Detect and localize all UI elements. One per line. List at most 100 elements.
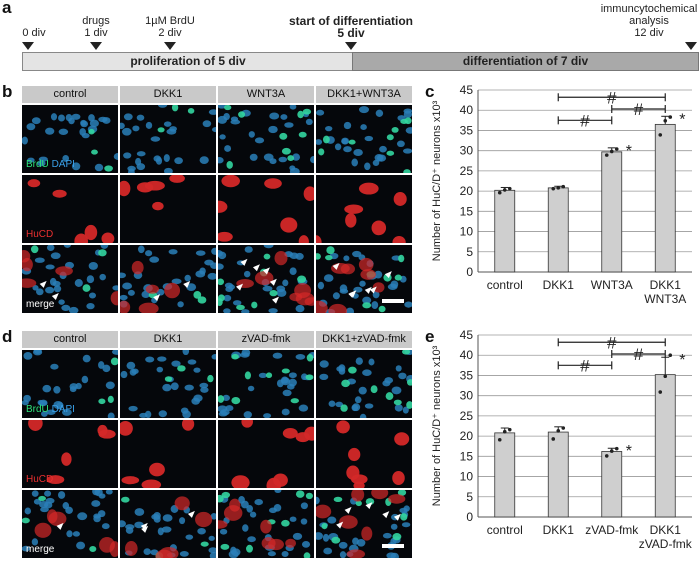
micrograph-hucd: HuCD: [22, 420, 118, 488]
micrograph-hucd: HuCD: [22, 175, 118, 243]
arrowhead-icon: [384, 271, 392, 279]
data-point: [668, 115, 673, 119]
timeline-marker-label-0: 0 div: [22, 27, 46, 39]
y-tick-label: 35: [460, 368, 474, 382]
data-point: [561, 426, 566, 430]
micrograph-merge: merge: [22, 245, 118, 313]
micrograph-hucd: [120, 175, 216, 243]
micrograph-hucd: [120, 420, 216, 488]
stain-label-brdu-dapi: BrdU DAPI: [26, 404, 75, 415]
column-header-zvad-fmk: zVAD-fmk: [218, 331, 314, 348]
data-point: [604, 153, 609, 157]
data-point: [614, 446, 619, 451]
arrowhead-icon: [56, 522, 64, 530]
micrograph-brdu: [316, 350, 412, 418]
panel-label-b: b: [2, 82, 13, 101]
micrograph-grid-d: control DKK1 zVAD-fmk DKK1+zVAD-fmk BrdU…: [22, 331, 412, 559]
column-header-dkk1-wnt3a: DKK1+WNT3A: [316, 86, 412, 103]
micrograph-hucd: [316, 175, 412, 243]
significance-star: *: [679, 111, 685, 128]
micrograph-brdu: [218, 350, 314, 418]
x-tick-label: zVAD-fmk: [639, 537, 693, 551]
arrowhead-icon: [39, 280, 47, 288]
x-tick-label: DKK1: [650, 278, 682, 292]
significance-star: *: [626, 443, 632, 460]
bracket-label: #: [580, 111, 590, 130]
marker-arrow-icon: [90, 42, 102, 50]
arrowhead-icon: [269, 278, 277, 286]
x-tick-label: DKK1: [543, 523, 575, 537]
significance-star: *: [626, 143, 632, 160]
y-tick-label: 20: [460, 184, 474, 198]
scale-bar: [382, 544, 404, 548]
arrowhead-icon: [236, 283, 244, 291]
x-tick-label: WNT3A: [591, 278, 633, 292]
timeline-marker-label-1: drugs 1 div: [82, 15, 110, 39]
y-tick-label: 0: [466, 510, 473, 524]
data-point: [658, 133, 663, 137]
bracket-label: #: [607, 333, 617, 352]
y-axis-label: Number of HuC/D⁺ neurons x10³: [431, 100, 443, 261]
x-tick-label: DKK1: [543, 278, 575, 292]
y-tick-label: 15: [460, 449, 474, 463]
micrograph-hucd: [316, 420, 412, 488]
significance-star: *: [679, 352, 685, 369]
scale-bar: [382, 299, 404, 303]
data-point: [658, 390, 663, 394]
panel-label-a: a: [2, 0, 12, 17]
stain-label-hucd: HuCD: [26, 474, 54, 485]
data-point: [663, 374, 668, 379]
bar: [547, 187, 569, 273]
micrograph-brdu: [120, 350, 216, 418]
bar: [547, 431, 569, 518]
micrograph-merge: [218, 245, 314, 313]
data-point: [561, 184, 566, 189]
x-tick-label: WNT3A: [644, 292, 686, 306]
y-tick-label: 30: [460, 389, 474, 403]
marker-arrow-icon: [164, 42, 176, 50]
micrograph-brdu: BrdU DAPI: [22, 105, 118, 173]
micrograph-brdu: BrdU DAPI: [22, 350, 118, 418]
data-point: [502, 188, 507, 192]
y-tick-label: 20: [460, 429, 474, 443]
marker-arrow-icon: [345, 42, 357, 50]
y-tick-label: 15: [460, 204, 474, 218]
arrowhead-icon: [51, 292, 59, 300]
panel-label-c: c: [425, 82, 435, 101]
timeline: 0 div drugs 1 div 1µM BrdU 2 div start o…: [0, 0, 700, 80]
y-tick-label: 25: [460, 409, 474, 423]
arrowhead-icon: [344, 506, 352, 514]
arrowhead-icon: [252, 264, 260, 272]
data-point: [556, 186, 561, 190]
bar: [601, 451, 623, 518]
stain-label-merge: merge: [26, 544, 55, 555]
y-tick-label: 45: [460, 83, 474, 97]
micrograph-merge: merge: [22, 490, 118, 558]
stain-label-merge: merge: [26, 299, 55, 310]
bracket-label: #: [607, 88, 617, 107]
data-point: [507, 427, 512, 432]
bracket-label: #: [580, 356, 590, 375]
panel-label-e: e: [425, 327, 435, 346]
data-point: [614, 147, 619, 151]
timeline-marker-label-2: 1µM BrdU 2 div: [145, 15, 195, 39]
column-header-dkk1: DKK1: [120, 331, 216, 348]
data-point: [502, 429, 507, 434]
arrowhead-icon: [393, 513, 401, 521]
arrowhead-icon: [153, 294, 161, 302]
arrowhead-icon: [365, 502, 373, 510]
arrowhead-icon: [369, 286, 377, 294]
column-header-control: control: [22, 86, 118, 103]
micrograph-merge: [316, 490, 412, 558]
y-tick-label: 40: [460, 348, 474, 362]
data-point: [663, 118, 668, 123]
arrowhead-icon: [187, 510, 195, 518]
bracket-label: #: [634, 100, 644, 119]
x-tick-label: control: [487, 278, 523, 292]
data-point: [604, 454, 609, 458]
x-tick-label: zVAD-fmk: [585, 523, 639, 537]
data-point: [551, 186, 556, 191]
bar: [654, 123, 676, 273]
micrograph-brdu: [120, 105, 216, 173]
column-header-dkk1-zvad-fmk: DKK1+zVAD-fmk: [316, 331, 412, 348]
